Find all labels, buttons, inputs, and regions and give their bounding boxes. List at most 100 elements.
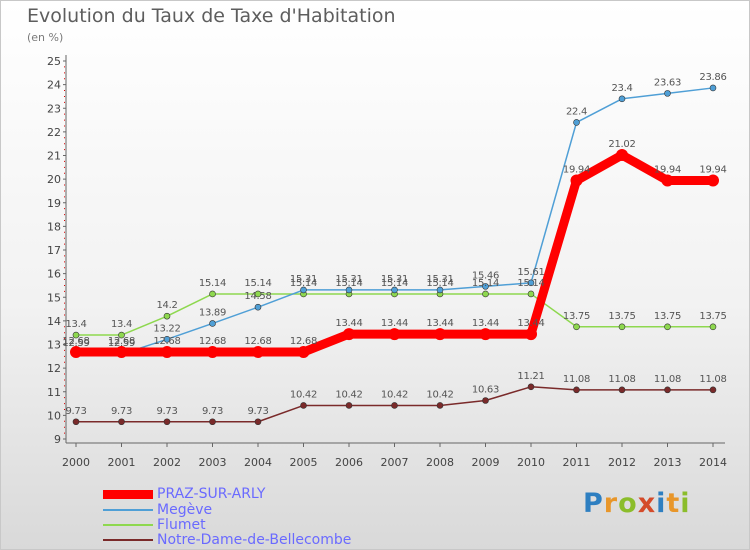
data-point: [206, 346, 219, 359]
data-label: 15.14: [290, 278, 317, 289]
data-point: [707, 174, 719, 187]
x-tick-label: 2014: [699, 456, 727, 469]
legend-swatch-flumet: [103, 524, 153, 526]
data-label: 13.44: [381, 318, 408, 329]
data-point: [70, 346, 82, 359]
y-tick-label: 15: [47, 291, 61, 304]
data-label: 11.21: [517, 371, 544, 382]
data-point: [115, 346, 128, 359]
data-label: 9.73: [247, 406, 268, 417]
data-point: [209, 290, 216, 298]
data-label: 10.42: [290, 389, 317, 400]
data-point: [664, 323, 671, 331]
x-tick-label: 2005: [290, 456, 318, 469]
data-label: 10.42: [381, 389, 408, 400]
data-label: 13.22: [153, 323, 180, 334]
chart-unit: (en %): [27, 31, 64, 44]
y-tick-label: 12: [47, 362, 61, 375]
data-point: [709, 84, 717, 92]
data-point: [345, 286, 353, 294]
data-point: [161, 346, 173, 359]
data-label: 13.75: [654, 311, 681, 322]
legend-swatch-megeve: [103, 509, 153, 511]
data-label: 9.73: [111, 406, 132, 417]
data-label: 19.94: [699, 165, 726, 176]
data-point: [297, 346, 310, 359]
chart-title: Evolution du Taux de Taxe d'Habitation: [27, 5, 396, 27]
y-tick-label: 17: [47, 244, 61, 257]
data-label: 12.59: [62, 338, 89, 349]
data-label: 15.14: [517, 278, 544, 289]
data-label: 19.94: [563, 165, 590, 176]
y-tick-label: 14: [47, 315, 61, 328]
data-point: [118, 331, 125, 339]
x-tick-label: 2012: [608, 456, 636, 469]
data-label: 11.08: [608, 374, 635, 385]
data-label: 12.68: [153, 336, 180, 347]
data-point: [573, 323, 580, 331]
x-tick-label: 2000: [62, 456, 90, 469]
data-label: 15.14: [472, 278, 499, 289]
data-label: 23.86: [699, 72, 726, 83]
data-label: 9.73: [65, 406, 86, 417]
x-tick-label: 2004: [244, 456, 272, 469]
data-point: [254, 290, 262, 298]
data-label: 12.68: [199, 336, 226, 347]
data-point: [72, 331, 80, 339]
y-tick-label: 19: [47, 197, 61, 210]
data-point: [254, 303, 262, 311]
data-point: [252, 346, 264, 359]
data-label: 13.44: [472, 318, 499, 329]
data-label: 9.73: [202, 406, 223, 417]
y-tick-label: 21: [47, 150, 61, 163]
data-label: 21.02: [608, 139, 635, 150]
legend-item-flumet: Flumet: [103, 517, 206, 533]
data-label: 13.89: [199, 307, 226, 318]
y-tick-label: 24: [47, 79, 61, 92]
y-tick-label: 23: [47, 102, 61, 115]
legend-label-notre-dame: Notre-Dame-de-Bellecombe: [157, 532, 352, 548]
data-label: 13.75: [563, 311, 590, 322]
data-label: 13.44: [335, 318, 362, 329]
data-point: [391, 286, 398, 294]
y-tick-label: 11: [47, 386, 61, 399]
y-tick-label: 9: [54, 433, 61, 446]
legend-item-praz: PRAZ-SUR-ARLY: [103, 486, 265, 502]
x-tick-label: 2007: [381, 456, 409, 469]
data-label: 10.42: [426, 389, 453, 400]
data-label: 15.31: [335, 274, 362, 285]
data-label: 11.08: [563, 374, 590, 385]
data-label: 19.94: [654, 165, 681, 176]
data-point: [209, 320, 216, 327]
data-point: [163, 312, 171, 320]
y-tick-label: 25: [47, 55, 61, 68]
data-label: 13.44: [517, 318, 544, 329]
data-label: 12.68: [290, 336, 317, 347]
data-label: 15.31: [381, 274, 408, 285]
x-tick-label: 2003: [199, 456, 227, 469]
data-point: [618, 386, 626, 394]
data-point: [573, 119, 580, 126]
data-label: 12.68: [244, 336, 271, 347]
legend-label-megeve: Megève: [157, 502, 213, 518]
data-label: 11.08: [699, 374, 726, 385]
data-point: [482, 290, 489, 298]
data-label: 14.58: [244, 291, 271, 302]
data-label: 11.08: [654, 374, 681, 385]
data-point: [163, 336, 171, 343]
data-label: 15.31: [426, 274, 453, 285]
data-point: [618, 95, 626, 103]
data-point: [664, 386, 671, 394]
data-point: [709, 323, 717, 331]
data-label: 12.59: [108, 338, 135, 349]
data-point: [482, 283, 489, 290]
y-tick-label: 16: [47, 268, 61, 281]
data-point: [254, 418, 262, 426]
data-label: 10.63: [472, 384, 499, 395]
data-point: [436, 286, 444, 294]
data-label: 13.44: [426, 318, 453, 329]
data-label: 23.63: [654, 77, 681, 88]
x-tick-label: 2013: [654, 456, 682, 469]
data-point: [434, 328, 446, 341]
